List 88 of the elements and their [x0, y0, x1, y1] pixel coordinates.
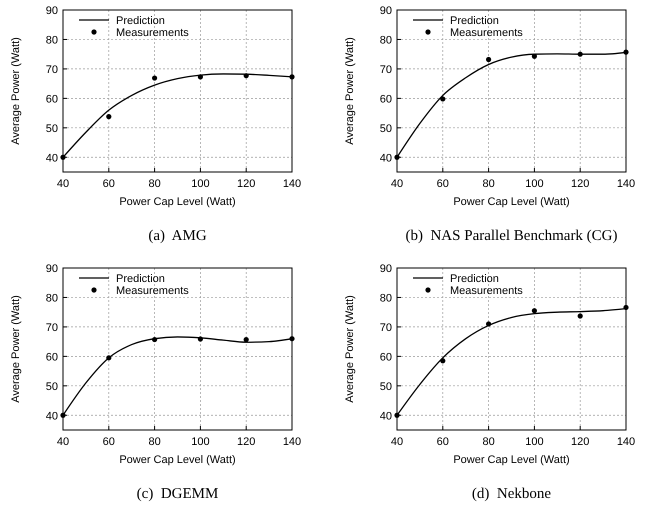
x-tick-label: 80	[148, 436, 161, 448]
x-tick-label: 40	[390, 436, 404, 448]
x-tick-label: 60	[102, 178, 115, 190]
point	[106, 114, 112, 120]
x-tick-label: 60	[436, 436, 449, 448]
x-tick-label: 120	[571, 178, 590, 190]
point	[106, 355, 112, 360]
y-tick-label: 60	[46, 351, 58, 364]
y-tick-label: 50	[46, 122, 58, 135]
point	[486, 321, 492, 327]
x-tick-label: 120	[237, 178, 256, 190]
y-tick-label: 70	[380, 322, 392, 334]
x-tick-label: 100	[525, 178, 544, 190]
y-tick-label: 40	[46, 152, 58, 164]
y-axis-title: Average Power (Watt)	[344, 295, 356, 403]
x-tick-label: 140	[282, 436, 302, 448]
x-tick-label: 60	[102, 436, 115, 448]
text: (d) Nekbone	[472, 486, 552, 502]
x-tick-label: 100	[525, 436, 544, 448]
point	[440, 358, 446, 364]
y-tick-label: 40	[380, 152, 392, 164]
y-tick-label: 80	[380, 292, 392, 304]
point	[244, 336, 249, 342]
legend-label: Measurements	[116, 27, 190, 39]
y-tick-label: 90	[380, 263, 392, 275]
legend-label: Measurements	[450, 285, 524, 297]
x-tick-label: 80	[482, 178, 495, 190]
y-axis-title: Average Power (Watt)	[344, 37, 356, 145]
y-tick-label: 70	[46, 322, 58, 334]
x-axis-title: Power Cap Level (Watt)	[119, 196, 236, 208]
y-tick-label: 50	[46, 380, 58, 393]
x-tick-label: 40	[390, 178, 404, 190]
legend-label: Measurements	[450, 27, 524, 39]
legend-label: Prediction	[450, 273, 499, 285]
point	[244, 73, 249, 78]
x-tick-label: 140	[616, 436, 636, 448]
y-tick-label: 70	[46, 64, 58, 76]
text: (b) NAS Parallel Benchmark (CG)	[405, 228, 618, 244]
x-tick-label: 140	[282, 178, 302, 190]
point	[152, 336, 158, 342]
x-axis-title: Power Cap Level (Watt)	[453, 454, 570, 466]
y-tick-label: 60	[380, 93, 392, 106]
y-tick-label: 90	[46, 263, 58, 275]
legend-label: Prediction	[116, 273, 165, 285]
y-tick-label: 90	[380, 5, 392, 17]
x-tick-label: 120	[237, 436, 256, 448]
legend-label: Measurements	[116, 285, 190, 297]
y-tick-label: 60	[46, 93, 58, 106]
point	[440, 96, 446, 102]
x-tick-label: 60	[436, 178, 449, 190]
text: (c) DGEMM	[136, 486, 218, 502]
y-axis-title: Average Power (Watt)	[10, 295, 22, 403]
x-tick-label: 140	[616, 178, 636, 190]
point	[578, 313, 583, 319]
point	[289, 74, 295, 80]
y-tick-label: 80	[380, 34, 392, 46]
legend-label: Prediction	[116, 15, 165, 27]
point	[532, 54, 537, 59]
y-axis-title: Average Power (Watt)	[10, 37, 22, 145]
text: (a) AMG	[148, 228, 207, 244]
x-tick-label: 40	[56, 436, 70, 448]
y-tick-label: 80	[46, 34, 58, 46]
point	[198, 74, 203, 80]
x-tick-label: 120	[571, 436, 590, 448]
y-tick-label: 50	[380, 122, 392, 135]
x-axis-title: Power Cap Level (Watt)	[119, 454, 236, 466]
x-tick-label: 80	[148, 178, 161, 190]
y-tick-label: 40	[46, 410, 58, 422]
y-tick-label: 50	[380, 380, 392, 393]
x-tick-label: 80	[482, 436, 495, 448]
point	[578, 52, 583, 57]
point	[198, 336, 203, 342]
point	[486, 56, 492, 62]
point	[623, 50, 629, 55]
x-tick-label: 100	[191, 436, 210, 448]
point	[152, 75, 158, 81]
y-tick-label: 40	[380, 410, 392, 422]
point	[289, 336, 295, 342]
x-axis-title: Power Cap Level (Watt)	[453, 196, 570, 208]
y-tick-label: 80	[46, 292, 58, 304]
point	[532, 308, 537, 314]
y-tick-label: 70	[380, 64, 392, 76]
legend-label: Prediction	[450, 15, 499, 27]
y-tick-label: 90	[46, 5, 58, 17]
x-tick-label: 100	[191, 178, 210, 190]
x-tick-label: 40	[56, 178, 70, 190]
point	[623, 304, 629, 310]
y-tick-label: 60	[380, 351, 392, 364]
